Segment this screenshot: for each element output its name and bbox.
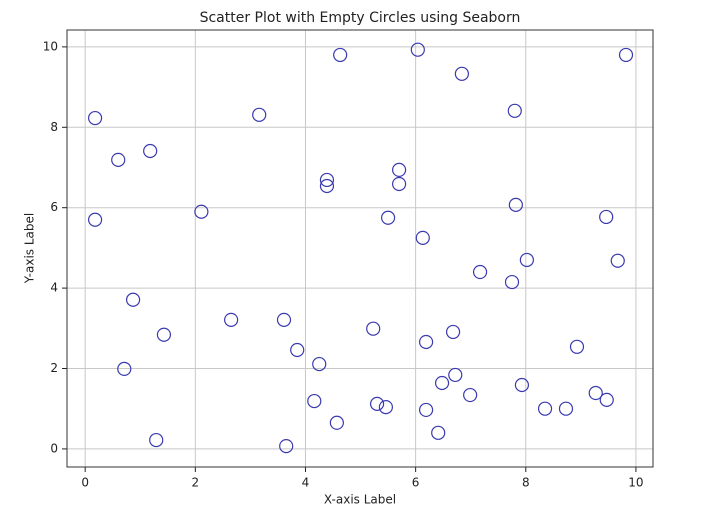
point	[410, 42, 425, 57]
point	[329, 415, 344, 430]
y-tick-label: 2	[50, 361, 58, 375]
point	[156, 327, 172, 342]
y-axis-label: Y-axis Label	[23, 213, 37, 284]
y-tick-label: 8	[50, 120, 58, 134]
y-tick-label: 0	[50, 441, 58, 455]
point	[599, 209, 614, 225]
y-tick-label: 4	[50, 281, 58, 295]
marks	[87, 42, 634, 454]
x-tick-label: 0	[81, 476, 89, 490]
point	[319, 178, 335, 194]
point	[380, 210, 396, 225]
point	[418, 334, 434, 350]
point	[366, 321, 381, 336]
point	[569, 339, 585, 354]
point	[434, 375, 450, 391]
point	[514, 377, 530, 393]
plot-frame	[66, 29, 654, 468]
x-tick-label: 10	[628, 476, 643, 490]
point	[149, 432, 164, 448]
point	[537, 401, 553, 416]
point	[507, 103, 522, 118]
point	[125, 292, 141, 307]
point	[445, 324, 461, 340]
point	[558, 401, 574, 416]
point	[252, 107, 267, 122]
point	[279, 438, 294, 454]
point	[290, 342, 305, 358]
point	[276, 312, 292, 327]
point	[117, 361, 132, 377]
point	[415, 230, 430, 245]
point	[504, 274, 520, 290]
point	[610, 253, 625, 268]
point	[194, 204, 209, 219]
point	[588, 385, 603, 401]
x-axis-label: X-axis Label	[324, 493, 396, 507]
point	[454, 66, 469, 81]
x-tick-label: 4	[302, 476, 310, 490]
point	[307, 393, 322, 409]
point	[392, 162, 407, 178]
point	[431, 425, 446, 440]
point	[392, 176, 407, 192]
point	[224, 312, 239, 327]
point	[618, 47, 634, 63]
x-tick-label: 8	[522, 476, 530, 490]
point	[111, 152, 126, 167]
point	[87, 212, 103, 227]
point	[378, 399, 393, 415]
point	[519, 252, 534, 268]
point	[312, 356, 327, 372]
point	[319, 172, 335, 188]
point	[333, 47, 348, 63]
grid: 0 2 4 6 8 10 0 2 4 6 8 10	[43, 30, 653, 490]
point	[472, 264, 488, 280]
point	[448, 367, 463, 383]
point	[369, 396, 385, 411]
point	[599, 392, 614, 407]
point	[143, 143, 158, 159]
chart-title: Scatter Plot with Empty Circles using Se…	[200, 10, 521, 26]
x-tick-label: 6	[412, 476, 420, 490]
y-tick-label: 6	[50, 200, 58, 214]
point	[418, 402, 434, 418]
point	[87, 110, 103, 126]
y-tick-label: 10	[43, 39, 58, 53]
point	[508, 197, 523, 212]
point	[463, 387, 478, 403]
x-tick-label: 2	[192, 476, 200, 490]
